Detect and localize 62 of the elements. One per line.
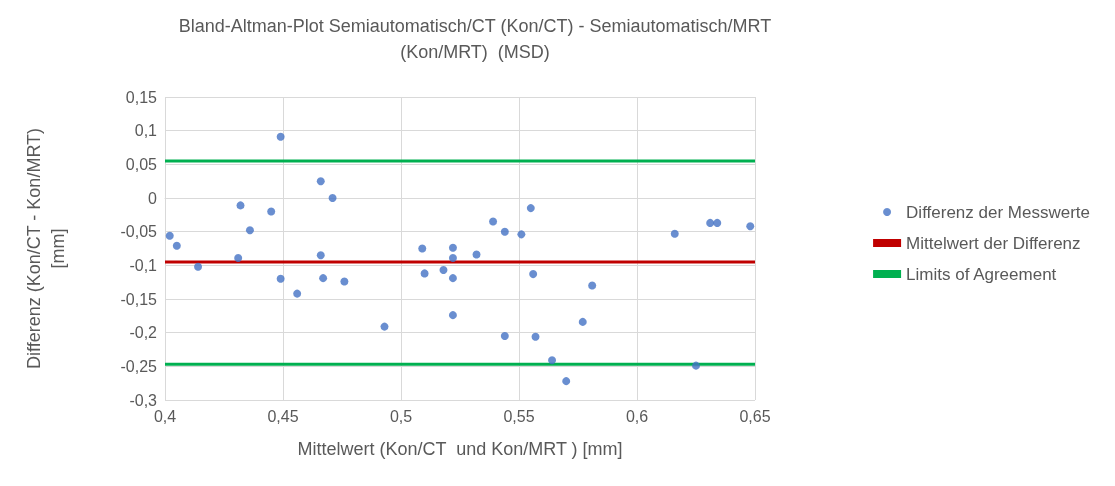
point xyxy=(236,201,245,210)
x-tick-label: 0,5 xyxy=(389,407,413,425)
legend-label: Differenz der Messwerte xyxy=(906,202,1090,222)
point xyxy=(526,204,535,213)
x-axis-title: Mittelwert (Kon/CT und Kon/MRT ) [mm] xyxy=(297,439,623,459)
point xyxy=(578,317,587,326)
y-tick-label: -0,2 xyxy=(129,324,158,342)
point xyxy=(420,269,429,278)
point xyxy=(439,266,448,275)
point xyxy=(380,322,389,331)
point xyxy=(418,244,427,253)
point xyxy=(293,289,302,298)
point xyxy=(316,251,325,260)
legend-label: Limits of Agreement xyxy=(906,264,1057,284)
x-tick-label: 0,6 xyxy=(625,407,649,425)
point xyxy=(500,227,509,236)
point xyxy=(692,361,700,370)
point xyxy=(340,277,349,286)
x-tick-label: 0,65 xyxy=(739,407,771,425)
point xyxy=(500,332,509,341)
point xyxy=(448,311,457,320)
point xyxy=(472,250,481,259)
y-tick-label: -0,3 xyxy=(129,391,158,409)
point xyxy=(172,241,181,250)
y-tick-label: -0,1 xyxy=(129,256,158,274)
point xyxy=(489,217,498,226)
y-tick-label: 0,1 xyxy=(134,122,158,140)
y-tick-label: -0,05 xyxy=(120,223,158,241)
point xyxy=(448,243,457,252)
point xyxy=(517,230,526,239)
point xyxy=(267,207,276,216)
point xyxy=(562,377,571,386)
point xyxy=(706,218,715,227)
point xyxy=(316,177,325,186)
point xyxy=(245,226,254,235)
x-tick-label: 0,55 xyxy=(503,407,535,425)
y-tick-label: 0,05 xyxy=(125,155,158,173)
y-axis-title: Differenz (Kon/CT - Kon/MRT) [mm] xyxy=(24,127,68,370)
point xyxy=(276,132,285,141)
y-tick-label: 0,15 xyxy=(125,88,158,106)
chart-title: Bland-Altman-Plot Semiautomatisch/CT (Kon/CT) - Semiautomatisch/MRT (Kon/MRT) (MSD) xyxy=(178,16,772,62)
y-tick-label: -0,15 xyxy=(120,290,158,308)
y-tick-label: -0,25 xyxy=(120,357,158,375)
point xyxy=(448,253,457,262)
point xyxy=(588,281,597,290)
point xyxy=(670,229,679,238)
point xyxy=(548,356,557,365)
y-tick-label: 0 xyxy=(148,189,158,207)
point xyxy=(165,231,174,240)
point xyxy=(531,332,540,341)
point xyxy=(276,274,285,283)
point xyxy=(234,253,243,262)
point xyxy=(529,270,538,279)
x-tick-label: 0,4 xyxy=(153,407,177,425)
x-tick-label: 0,45 xyxy=(267,407,299,425)
point xyxy=(713,218,722,227)
legend-label: Mittelwert der Differenz xyxy=(906,233,1081,253)
point xyxy=(328,194,337,202)
point xyxy=(746,222,755,231)
point xyxy=(319,274,328,283)
point xyxy=(448,274,457,283)
point xyxy=(194,262,203,271)
